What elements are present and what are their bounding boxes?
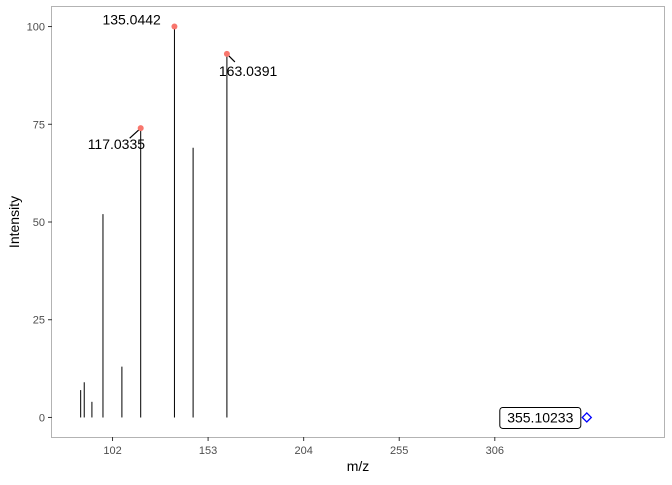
annotated-peak-dot <box>171 23 178 30</box>
x-tick-label: 204 <box>294 445 312 457</box>
y-tick-label: 75 <box>33 119 45 131</box>
y-tick-label: 25 <box>33 315 45 327</box>
y-axis: 0 25 50 75 100 <box>27 22 52 424</box>
precursor-label-box <box>499 406 582 429</box>
peak-series <box>80 26 228 418</box>
x-tick-label: 255 <box>390 445 408 457</box>
peak-label: 163.0391 <box>219 63 278 79</box>
peak-label: 117.0335 <box>88 136 146 152</box>
y-tick-label: 100 <box>27 22 45 34</box>
y-tick-label: 50 <box>33 217 45 229</box>
precursor-marker-group: 355.10233 <box>499 406 593 429</box>
annotated-peak-dot <box>223 50 230 57</box>
precursor-diamond-icon <box>581 412 593 423</box>
peak-label: 135.0442 <box>102 12 161 28</box>
x-axis-title: m/z <box>347 458 370 474</box>
x-tick-label: 306 <box>486 445 504 457</box>
x-tick-label: 102 <box>103 445 121 457</box>
x-tick-label: 153 <box>199 445 217 457</box>
annotated-peak-dot <box>137 125 144 132</box>
peak-annotations: 117.0335 135.0442 163.0391 <box>88 12 278 153</box>
y-tick-label: 0 <box>39 412 45 424</box>
x-axis: 102 153 204 255 306 <box>103 437 504 457</box>
precursor-label: 355.10233 <box>507 409 573 425</box>
plot-panel <box>51 6 665 438</box>
y-axis-title: Intensity <box>6 196 22 248</box>
